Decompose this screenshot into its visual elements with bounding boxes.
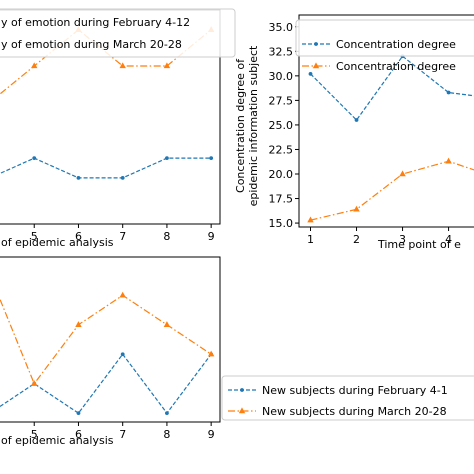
legend-box <box>221 375 474 421</box>
series-line-0 <box>0 353 212 415</box>
legend-top-right: Concentration degree Concentration degree <box>295 19 474 73</box>
x-tick-label: 5 <box>31 428 38 441</box>
data-point <box>209 156 214 161</box>
data-point <box>354 118 359 122</box>
x-tick-label: 9 <box>208 428 215 441</box>
data-point <box>32 156 37 161</box>
y-axis-label-line-2: epidemic information subject <box>247 45 260 206</box>
data-point <box>163 321 171 327</box>
y-axis-label-group: Concentration degree ofepidemic informat… <box>234 45 260 206</box>
legend-swatch-marker <box>238 407 246 414</box>
data-point <box>165 411 169 416</box>
legend-entry-label: Concentration degree <box>336 60 456 73</box>
x-tick-label: 9 <box>208 230 215 243</box>
data-point <box>31 62 38 69</box>
x-tick-label: 1 <box>307 233 314 246</box>
series-line-0 <box>0 157 212 179</box>
y-tick-label: 30.0 <box>269 70 294 83</box>
x-axis-label: of epidemic analysis <box>1 236 114 249</box>
data-point <box>120 176 125 180</box>
legend-swatch-marker <box>312 62 320 69</box>
y-tick-label: 22.5 <box>269 143 294 156</box>
x-tick-label: 2 <box>353 233 360 246</box>
x-tick-label: 5 <box>31 230 38 243</box>
legend-entry-label: Concentration degree <box>336 38 456 51</box>
legend-swatch-marker <box>314 42 318 46</box>
x-tick-label: 7 <box>119 428 126 441</box>
data-point <box>207 350 215 357</box>
y-tick-label: 17.5 <box>269 193 294 206</box>
legend-entry-label: y of emotion during March 20-28 <box>1 38 182 51</box>
data-point <box>307 216 314 223</box>
y-tick-label: 35.0 <box>269 21 294 34</box>
legend-top-left: y of emotion during February 4-12 y of em… <box>0 8 236 58</box>
data-point <box>163 62 171 69</box>
data-point <box>76 411 81 416</box>
y-axis-label-line-1: Concentration degree of <box>234 58 247 193</box>
plot-frame <box>0 256 221 423</box>
y-axis-label: Concentration degree ofepidemic informat… <box>234 45 260 206</box>
x-tick-label: 8 <box>163 428 170 441</box>
series-line-0 <box>310 55 474 121</box>
chart-top-right: 1 2 3 4 15.0 17.5 20.0 22.5 25.0 27.5 30.0 32.5 35.0… <box>269 14 474 251</box>
legend-bottom-left: New subjects during February 4-1 New subj… <box>221 375 474 421</box>
data-point <box>308 71 313 76</box>
y-tick-label: 27.5 <box>269 94 294 107</box>
legend-box <box>0 8 236 58</box>
data-point <box>76 176 81 180</box>
x-tick-label: 6 <box>75 428 82 441</box>
legend-entry-label: y of emotion during February 4-12 <box>1 16 190 29</box>
data-point <box>119 62 126 69</box>
y-tick-label: 15.0 <box>269 217 294 230</box>
legend-swatch-marker <box>240 388 244 392</box>
series-line-1 <box>0 294 212 385</box>
data-point <box>75 321 82 327</box>
legend-box <box>295 19 474 57</box>
data-point <box>353 205 360 212</box>
plot-frame <box>298 14 474 228</box>
data-point <box>31 380 38 386</box>
y-tick-label: 32.5 <box>269 45 294 58</box>
x-axis-label: Time point of e <box>377 238 461 251</box>
x-tick-label: 3 <box>399 233 406 246</box>
x-tick-label: 7 <box>119 230 126 243</box>
y-tick-label: 25.0 <box>269 119 294 132</box>
data-point <box>399 170 406 177</box>
x-tick-label: 4 <box>445 233 452 246</box>
data-point <box>165 156 169 161</box>
x-axis-label: of epidemic analysis <box>1 434 114 447</box>
data-point <box>446 90 451 95</box>
data-point <box>120 352 125 357</box>
y-tick-label: 20.0 <box>269 168 294 181</box>
legend-entry-label: New subjects during February 4-1 <box>262 384 448 397</box>
data-point <box>445 157 452 164</box>
x-tick-label: 8 <box>163 230 170 243</box>
x-tick-label: 6 <box>75 230 82 243</box>
legend-entry-label: New subjects during March 20-28 <box>262 405 447 418</box>
series-line-1 <box>310 160 474 221</box>
chart-bottom-left: 5 6 7 8 9 of epidemic analysis <box>0 256 221 447</box>
data-point <box>119 291 126 298</box>
